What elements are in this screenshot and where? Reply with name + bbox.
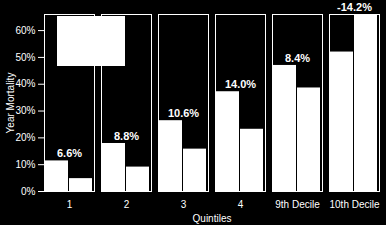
svg-text:6.6%: 6.6%	[57, 147, 82, 159]
svg-text:20%: 20%	[15, 132, 35, 143]
svg-text:8.4%: 8.4%	[285, 52, 310, 64]
svg-text:10th Decile: 10th Decile	[329, 199, 379, 210]
svg-text:2: 2	[124, 199, 130, 210]
svg-text:Year Mortality: Year Mortality	[5, 73, 16, 134]
svg-text:30%: 30%	[15, 105, 35, 116]
svg-text:50%: 50%	[15, 52, 35, 63]
svg-text:-14.2%: -14.2%	[337, 1, 372, 13]
svg-text:10.6%: 10.6%	[168, 107, 199, 119]
svg-text:40%: 40%	[15, 78, 35, 89]
svg-text:1: 1	[67, 199, 73, 210]
svg-text:8.8%: 8.8%	[114, 130, 139, 142]
svg-text:4: 4	[238, 199, 244, 210]
svg-text:Quintiles: Quintiles	[193, 213, 232, 224]
svg-text:10%: 10%	[15, 159, 35, 170]
svg-text:9th Decile: 9th Decile	[275, 199, 320, 210]
svg-text:3: 3	[181, 199, 187, 210]
svg-text:0%: 0%	[21, 186, 36, 197]
svg-text:60%: 60%	[15, 25, 35, 36]
svg-text:14.0%: 14.0%	[225, 78, 256, 90]
